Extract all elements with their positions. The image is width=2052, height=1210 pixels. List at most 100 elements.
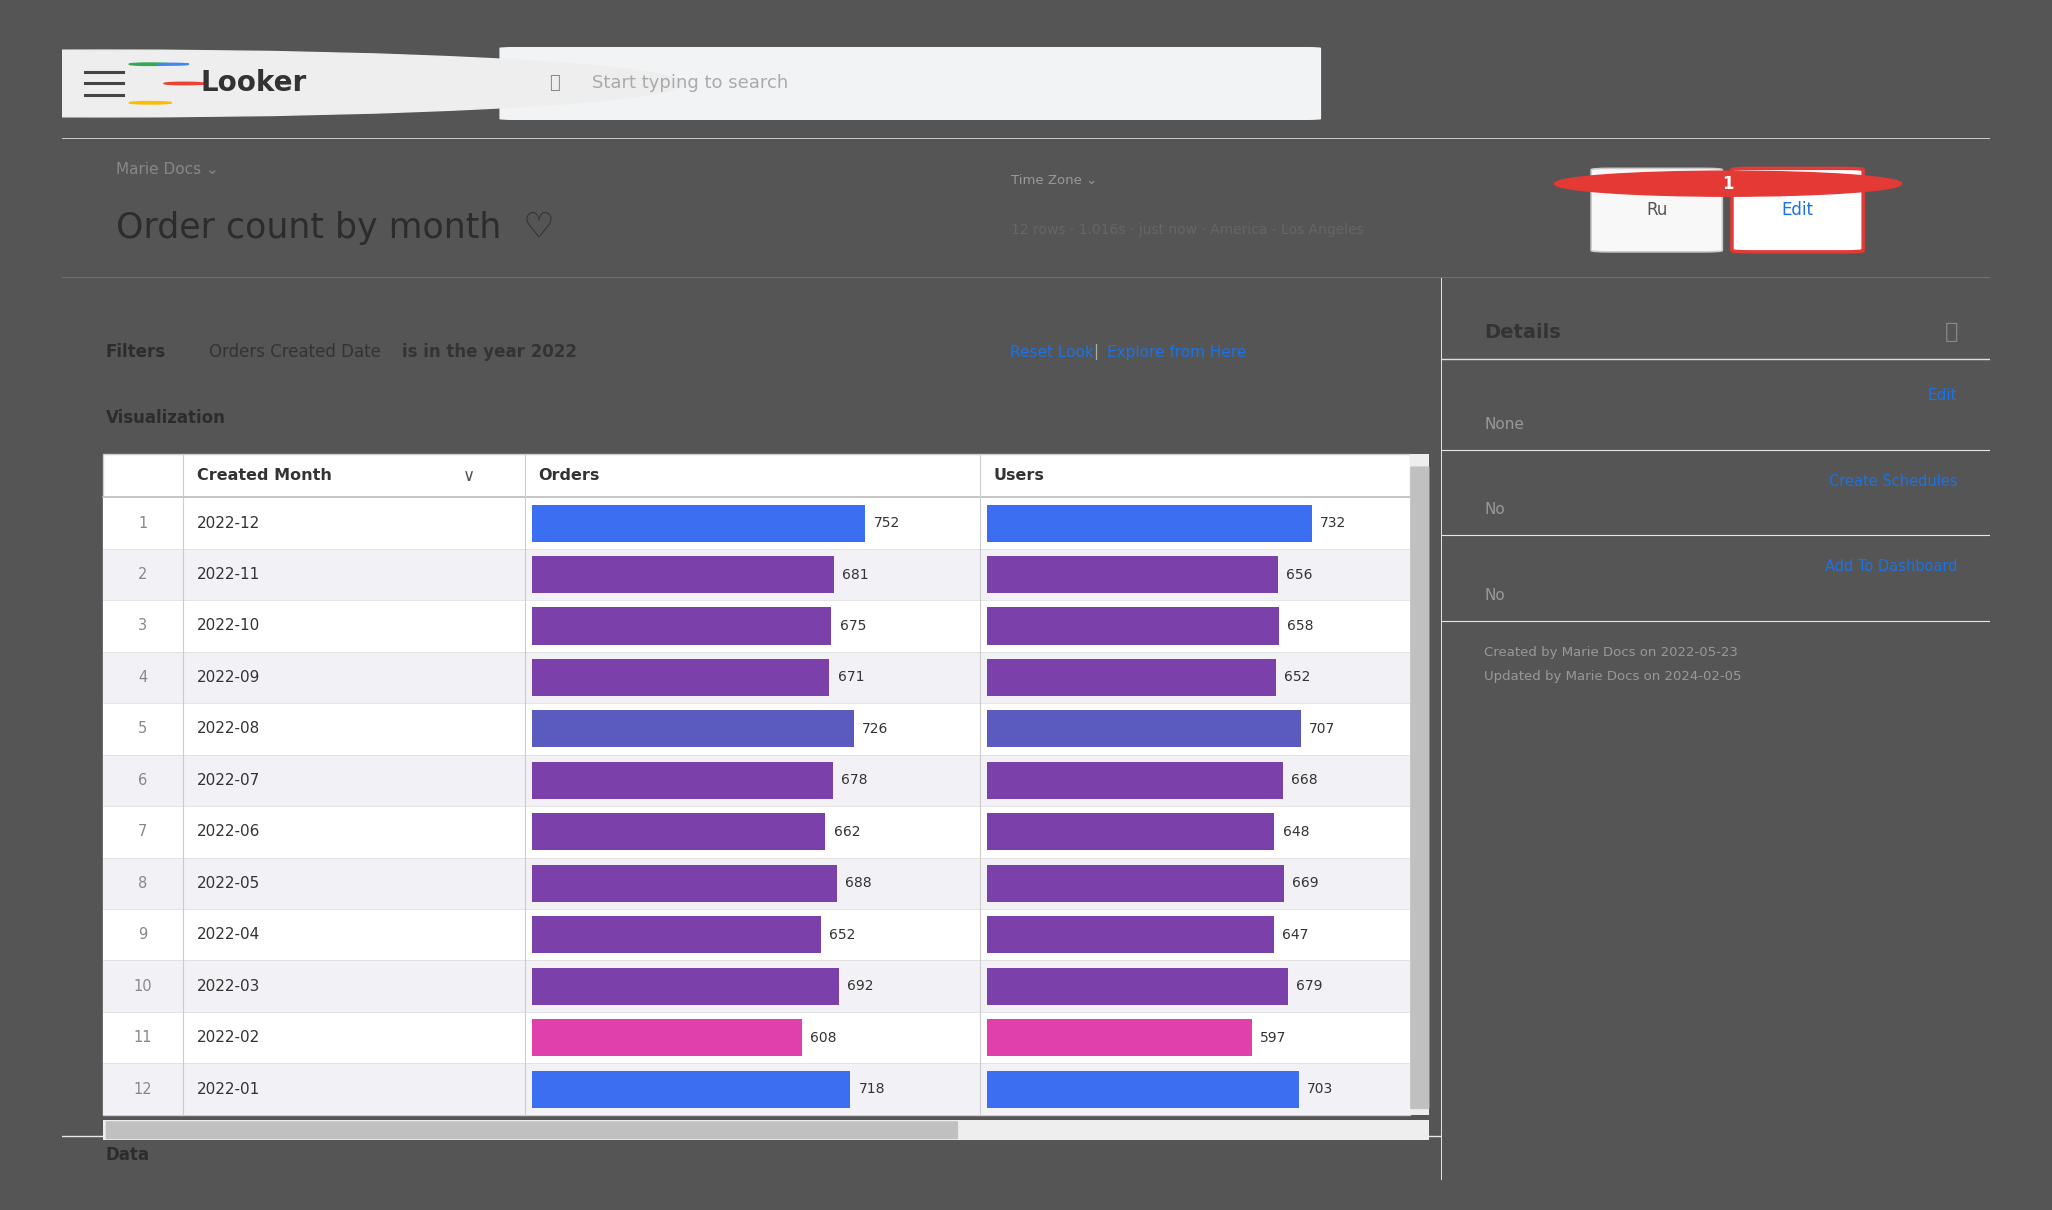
FancyBboxPatch shape (531, 710, 854, 748)
FancyBboxPatch shape (531, 865, 837, 901)
Text: No: No (1484, 502, 1506, 518)
Text: 2022-06: 2022-06 (197, 824, 261, 840)
FancyBboxPatch shape (1410, 466, 1430, 1110)
Text: 2022-03: 2022-03 (197, 979, 261, 993)
FancyBboxPatch shape (987, 607, 1278, 645)
Text: Details: Details (1484, 323, 1562, 342)
FancyBboxPatch shape (499, 47, 1321, 120)
Text: Scheduled: Scheduled (1484, 473, 1568, 489)
Text: No: No (1484, 588, 1506, 603)
Text: 656: 656 (1287, 567, 1313, 582)
Text: 2022-11: 2022-11 (197, 567, 261, 582)
Text: Looker: Looker (201, 69, 306, 98)
Text: 668: 668 (1291, 773, 1317, 788)
FancyBboxPatch shape (103, 1012, 1410, 1064)
FancyBboxPatch shape (531, 813, 825, 851)
Text: 7: 7 (137, 824, 148, 840)
Circle shape (164, 82, 205, 85)
Text: 678: 678 (841, 773, 868, 788)
Circle shape (129, 102, 172, 104)
Text: 726: 726 (862, 722, 889, 736)
FancyBboxPatch shape (103, 755, 1410, 806)
FancyBboxPatch shape (1410, 454, 1430, 1114)
Text: Time Zone ⌄: Time Zone ⌄ (1010, 174, 1098, 188)
Text: 707: 707 (1309, 722, 1336, 736)
Text: 681: 681 (841, 567, 868, 582)
Text: ▶: ▶ (78, 1148, 88, 1162)
Text: Updated by Marie Docs on 2024-02-05: Updated by Marie Docs on 2024-02-05 (1484, 670, 1742, 684)
Text: Created Month: Created Month (197, 468, 332, 483)
Text: Description: Description (1484, 388, 1576, 403)
FancyBboxPatch shape (103, 600, 1410, 652)
Text: Orders: Orders (540, 468, 599, 483)
Text: Marie Docs ⌄: Marie Docs ⌄ (115, 162, 218, 177)
FancyBboxPatch shape (531, 1071, 850, 1107)
Text: Edit: Edit (1927, 388, 1958, 403)
Text: Filters: Filters (107, 344, 166, 362)
Text: 652: 652 (1285, 670, 1311, 685)
Text: Visualization: Visualization (107, 409, 226, 427)
Text: 1: 1 (137, 515, 148, 530)
Text: None: None (1484, 416, 1525, 432)
Text: 4: 4 (137, 670, 148, 685)
Text: 692: 692 (847, 979, 874, 993)
Text: On Dashboards: On Dashboards (1484, 559, 1609, 575)
FancyBboxPatch shape (987, 1071, 1299, 1107)
Text: 12 rows · 1.016s · just now · America - Los Angeles: 12 rows · 1.016s · just now · America - … (1010, 223, 1363, 237)
FancyBboxPatch shape (531, 659, 829, 696)
Circle shape (1555, 171, 1902, 196)
FancyBboxPatch shape (531, 505, 866, 542)
Circle shape (158, 63, 189, 65)
Text: is in the year 2022: is in the year 2022 (402, 344, 577, 362)
FancyBboxPatch shape (531, 762, 833, 799)
Text: Edit: Edit (1781, 201, 1814, 219)
FancyBboxPatch shape (987, 762, 1282, 799)
FancyBboxPatch shape (103, 909, 1410, 961)
Text: Explore from Here: Explore from Here (1106, 345, 1246, 359)
Text: Create Schedules: Create Schedules (1828, 473, 1958, 489)
Text: 647: 647 (1282, 928, 1309, 941)
Text: Ru: Ru (1646, 201, 1668, 219)
Text: 652: 652 (829, 928, 856, 941)
Text: 2022-08: 2022-08 (197, 721, 261, 737)
Text: 669: 669 (1293, 876, 1319, 891)
FancyBboxPatch shape (987, 813, 1274, 851)
FancyBboxPatch shape (107, 1122, 958, 1139)
FancyBboxPatch shape (531, 557, 833, 593)
Text: Start typing to search: Start typing to search (591, 75, 788, 92)
FancyBboxPatch shape (103, 703, 1410, 755)
Text: Order count by month  ♡: Order count by month ♡ (115, 212, 554, 246)
Text: 2022-10: 2022-10 (197, 618, 261, 634)
FancyBboxPatch shape (103, 858, 1410, 909)
Text: |: | (1094, 344, 1098, 361)
FancyBboxPatch shape (531, 607, 831, 645)
Text: Users: Users (993, 468, 1044, 483)
Text: 732: 732 (1319, 517, 1346, 530)
FancyBboxPatch shape (987, 865, 1285, 901)
FancyBboxPatch shape (987, 505, 1311, 542)
Text: 752: 752 (874, 517, 901, 530)
Circle shape (129, 63, 172, 65)
Text: ⌛: ⌛ (1945, 322, 1958, 342)
Text: 10: 10 (133, 979, 152, 993)
FancyBboxPatch shape (103, 549, 1410, 600)
Text: ⚙: ⚙ (1867, 197, 1890, 223)
FancyBboxPatch shape (103, 454, 1410, 1114)
Text: 11: 11 (133, 1030, 152, 1045)
FancyBboxPatch shape (531, 1019, 802, 1056)
FancyBboxPatch shape (103, 1120, 1430, 1140)
Text: 9: 9 (137, 927, 148, 943)
Text: 2022-04: 2022-04 (197, 927, 261, 943)
Text: 2022-01: 2022-01 (197, 1082, 261, 1096)
Text: 675: 675 (839, 620, 866, 633)
FancyBboxPatch shape (987, 557, 1278, 593)
Text: 6: 6 (137, 773, 148, 788)
Text: 2022-02: 2022-02 (197, 1030, 261, 1045)
Text: 2022-05: 2022-05 (197, 876, 261, 891)
Text: Created by Marie Docs on 2022-05-23: Created by Marie Docs on 2022-05-23 (1484, 646, 1738, 659)
FancyBboxPatch shape (1590, 168, 1722, 252)
FancyBboxPatch shape (987, 968, 1289, 1004)
Text: 718: 718 (858, 1082, 884, 1096)
Text: ▶: ▶ (78, 346, 88, 358)
FancyBboxPatch shape (103, 806, 1410, 858)
